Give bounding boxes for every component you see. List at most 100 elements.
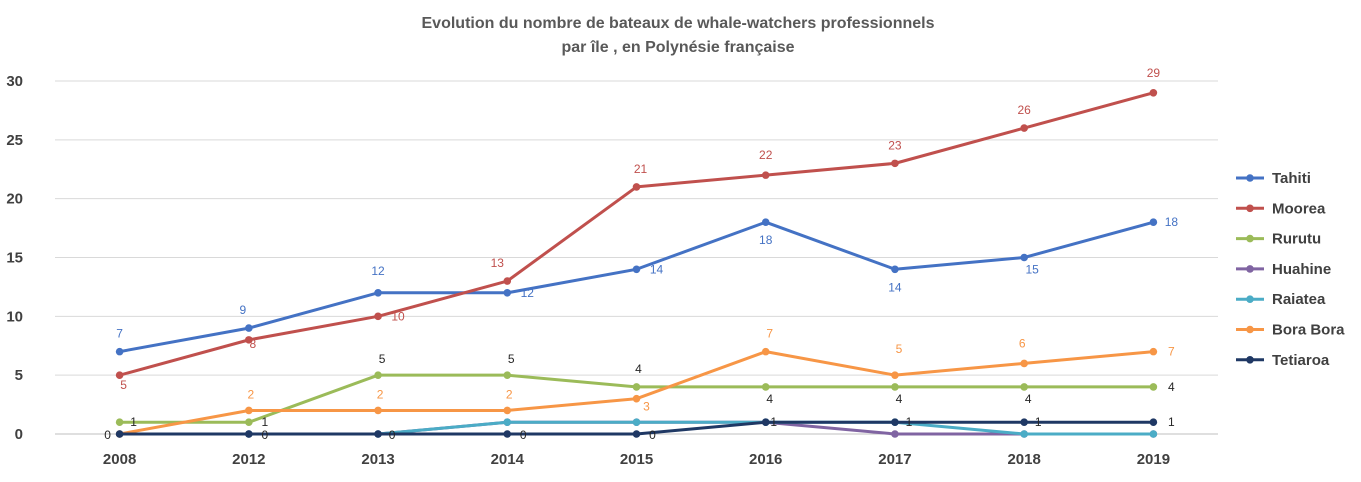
y-axis: 0 5 10 15 20 25 30 xyxy=(6,73,23,443)
data-point xyxy=(761,218,770,226)
data-point xyxy=(1020,418,1028,427)
data-label: 21 xyxy=(634,162,648,176)
legend-swatch-marker xyxy=(1246,204,1254,213)
x-tick-label: 2017 xyxy=(878,451,911,468)
y-tick-label: 30 xyxy=(6,73,23,90)
data-label: 12 xyxy=(371,264,385,278)
data-label: 9 xyxy=(239,303,246,317)
data-label: 1 xyxy=(261,415,268,429)
data-label: 3 xyxy=(643,400,650,414)
data-point xyxy=(1020,383,1028,391)
data-point xyxy=(503,289,512,297)
data-point xyxy=(1149,383,1158,391)
data-point xyxy=(632,183,641,191)
series-line-tahiti xyxy=(118,220,1155,354)
y-tick-label: 15 xyxy=(6,250,23,267)
data-label: 5 xyxy=(508,352,515,366)
data-label: 22 xyxy=(759,148,773,162)
y-tick-label: 5 xyxy=(15,367,23,384)
y-tick-label: 20 xyxy=(6,191,23,208)
data-point xyxy=(374,312,382,321)
data-point xyxy=(503,371,512,379)
data-point xyxy=(374,371,382,379)
data-label: 4 xyxy=(635,362,642,376)
y-tick-label: 10 xyxy=(6,308,23,325)
legend-item: Bora Bora xyxy=(1236,322,1345,339)
data-point xyxy=(632,418,641,427)
legend-swatch-marker xyxy=(1246,265,1254,273)
legend-label: Moorea xyxy=(1272,200,1326,217)
data-label: 5 xyxy=(120,378,127,392)
legend-label: Tahiti xyxy=(1272,170,1311,187)
data-label: 12 xyxy=(521,286,535,300)
data-label: 0 xyxy=(389,428,396,442)
legend-swatch-marker xyxy=(1246,234,1254,243)
x-tick-label: 2015 xyxy=(620,451,653,468)
data-point xyxy=(245,430,253,438)
data-label: 18 xyxy=(759,233,773,247)
data-point xyxy=(1149,418,1158,427)
legend-item: Moorea xyxy=(1236,200,1326,217)
data-point xyxy=(1020,253,1028,262)
data-point xyxy=(374,406,382,415)
series-line-moorea xyxy=(118,91,1155,377)
data-label: 14 xyxy=(888,280,902,294)
data-point xyxy=(1020,430,1028,438)
data-point xyxy=(632,383,641,391)
data-point xyxy=(503,418,512,427)
data-label: 0 xyxy=(261,428,268,442)
legend-label: Raiatea xyxy=(1272,291,1326,308)
data-label: 0 xyxy=(649,428,656,442)
legend-swatch-marker xyxy=(1246,174,1254,182)
data-label: 7 xyxy=(1168,345,1175,359)
data-label: 4 xyxy=(766,392,773,406)
data-label: 26 xyxy=(1017,103,1031,117)
data-point xyxy=(503,430,512,438)
legend-label: Huahine xyxy=(1272,261,1331,278)
x-tick-label: 2018 xyxy=(1007,451,1040,468)
x-tick-label: 2008 xyxy=(103,451,136,468)
chart-subtitle: par île , en Polynésie française xyxy=(562,39,795,56)
x-tick-label: 2016 xyxy=(749,451,782,468)
data-label: 2 xyxy=(377,387,384,401)
data-point xyxy=(891,159,899,168)
legend-item: Rurutu xyxy=(1236,231,1321,248)
x-tick-label: 2012 xyxy=(232,451,265,468)
data-label: 18 xyxy=(1165,215,1179,229)
legend-item: Huahine xyxy=(1236,261,1331,278)
data-point xyxy=(1149,88,1158,97)
data-label: 1 xyxy=(770,415,777,429)
data-label: 4 xyxy=(1168,380,1175,394)
data-point xyxy=(761,418,770,427)
data-point xyxy=(374,289,382,297)
data-point xyxy=(1149,430,1158,438)
legend-item: Tetiaroa xyxy=(1236,352,1330,369)
data-label: 2 xyxy=(247,387,254,401)
data-label: 5 xyxy=(379,352,386,366)
legend-label: Tetiaroa xyxy=(1272,352,1330,369)
data-point xyxy=(761,383,770,391)
x-tick-label: 2014 xyxy=(491,451,525,468)
legend-item: Raiatea xyxy=(1236,291,1326,308)
data-point xyxy=(245,418,253,427)
data-point xyxy=(761,347,770,356)
data-label: 1 xyxy=(1168,415,1175,429)
data-point xyxy=(245,406,253,415)
data-label: 4 xyxy=(896,392,903,406)
data-label: 1 xyxy=(1035,415,1042,429)
chart-title: Evolution du nombre de bateaux de whale-… xyxy=(422,15,935,32)
data-label: 1 xyxy=(130,415,137,429)
legend-label: Bora Bora xyxy=(1272,322,1345,339)
data-point xyxy=(115,371,124,379)
gridlines xyxy=(55,80,1218,435)
x-tick-label: 2019 xyxy=(1137,451,1170,468)
data-label: 7 xyxy=(116,327,123,341)
data-label: 5 xyxy=(896,342,903,356)
data-point xyxy=(1020,359,1028,368)
data-point xyxy=(503,277,512,285)
data-label: 13 xyxy=(491,256,505,270)
data-point xyxy=(115,430,124,438)
data-point xyxy=(1149,218,1158,226)
data-label: 4 xyxy=(1025,392,1032,406)
